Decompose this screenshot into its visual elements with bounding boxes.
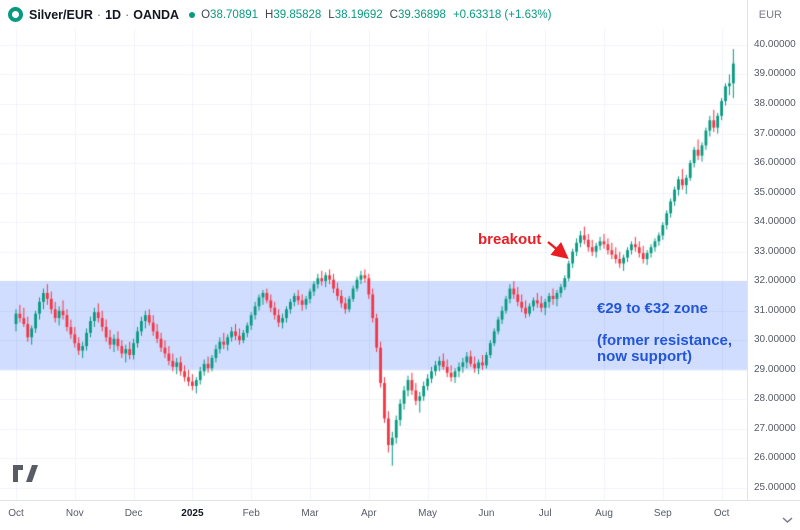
price-axis-label: 37.00000 (754, 127, 796, 139)
time-axis-label: Mar (301, 508, 319, 519)
time-axis-label: Oct (8, 508, 24, 519)
price-axis-label: 33.00000 (754, 245, 796, 257)
price-axis-label: 27.00000 (754, 422, 796, 434)
low-value: 38.19692 (334, 8, 383, 21)
separator: · (125, 7, 130, 22)
symbol-name: Silver/EUR (29, 7, 93, 22)
chart-legend: Silver/EUR · 1D · OANDA O38.70891 H39.85828 L3… (0, 0, 800, 29)
zone-annotation-title[interactable]: €29 to €32 zone (597, 300, 708, 317)
change-value: +0.63318 (+1.63%) (452, 8, 552, 21)
time-axis-label: Oct (713, 508, 730, 519)
tradingview-logo-icon (13, 465, 38, 482)
zone-sub-line1: (former resistance, (597, 332, 733, 349)
price-axis-label: 31.00000 (754, 304, 796, 316)
instrument-logo-icon (8, 7, 23, 22)
open-label: O (201, 8, 211, 21)
market-status-dot (189, 11, 196, 18)
price-axis-label: 34.00000 (754, 216, 796, 228)
price-axis-label: 32.00000 (754, 275, 796, 287)
separator: · (96, 7, 102, 22)
low-label: L (328, 8, 335, 21)
symbol-exchange: OANDA (133, 7, 180, 22)
high-label: H (265, 8, 274, 21)
time-axis-label: Dec (124, 508, 143, 519)
tradingview-logo[interactable] (12, 464, 39, 488)
candlestick-chart[interactable] (0, 29, 747, 500)
time-axis-label: Jul (538, 508, 552, 519)
symbol-title[interactable]: Silver/EUR · 1D · OANDA (29, 8, 179, 22)
time-axis-label: Nov (65, 508, 84, 519)
breakout-annotation[interactable]: breakout (478, 231, 542, 248)
price-axis-label: 38.00000 (754, 98, 796, 109)
price-axis-label: 39.00000 (754, 68, 796, 80)
symbol-interval: 1D (105, 7, 122, 22)
price-axis-label: 29.00000 (754, 363, 796, 375)
close-label: C (389, 8, 398, 21)
price-axis-label: 30.00000 (754, 334, 796, 346)
ohlc-values: O38.70891 H39.85828 L38.19692 C39.36898 (201, 9, 446, 21)
time-axis-label: Jun (478, 508, 495, 519)
close-value: 39.36898 (397, 8, 446, 21)
time-axis-label: Apr (361, 508, 377, 519)
time-axis-label: 2025 (181, 508, 204, 519)
high-value: 39.85828 (273, 8, 322, 21)
price-axis-label: 36.00000 (754, 157, 796, 169)
price-axis-label: 28.00000 (754, 393, 796, 405)
currency-label: EUR (758, 8, 782, 21)
time-axis-label: Sep (653, 508, 672, 519)
price-axis-label: 26.00000 (754, 452, 796, 464)
zone-sub-line2: now support) (597, 348, 692, 365)
price-axis-label: 40.00000 (754, 38, 796, 50)
price-axis-label: 25.00000 (754, 481, 796, 493)
time-axis-label: May (418, 508, 438, 519)
chevron-down-icon[interactable] (782, 511, 793, 529)
time-axis-label: Aug (595, 508, 613, 519)
time-axis-label: Feb (242, 508, 260, 519)
zone-annotation-subtitle[interactable]: (former resistance, now support) (597, 333, 732, 365)
open-value: 38.70891 (210, 8, 259, 21)
price-axis[interactable]: 25.00000 26.00000 27.00000 28.00000 29.00000… (747, 0, 800, 530)
price-axis-label: 35.00000 (754, 186, 796, 198)
time-axis[interactable]: Oct Nov Dec 2025 Feb Mar Apr May Jun Jul Aug Sep Oct (0, 500, 800, 530)
